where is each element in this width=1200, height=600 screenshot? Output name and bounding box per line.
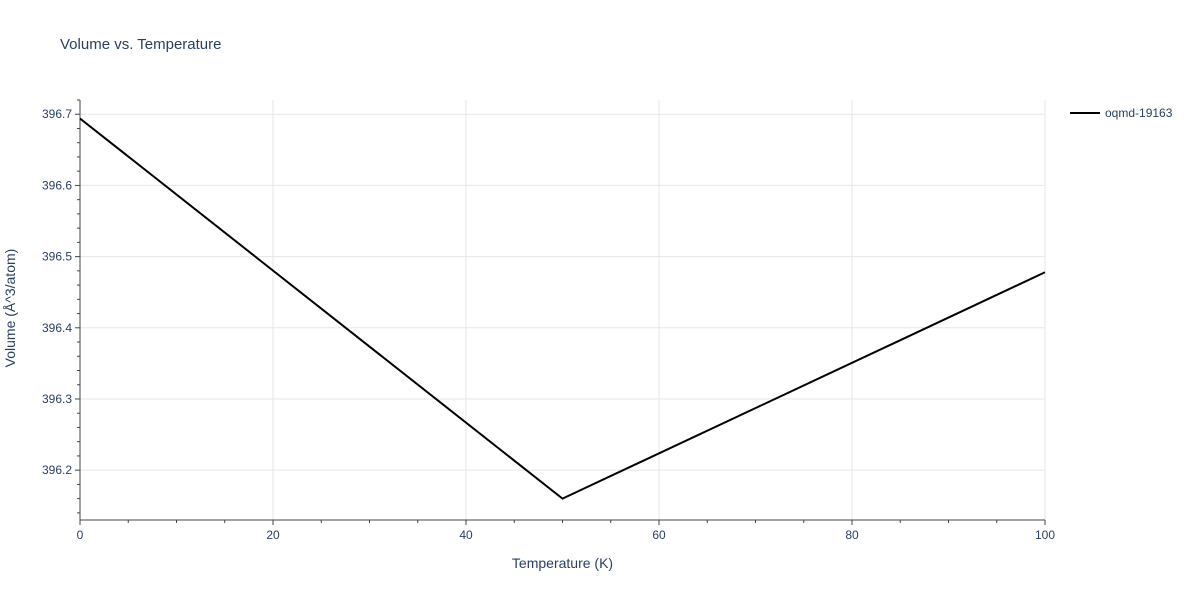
legend[interactable]: oqmd-19163 [1070,106,1172,120]
x-axis-title: Temperature (K) [512,555,613,571]
y-tick-label: 396.7 [42,107,72,121]
axis-labels: 0 20 40 60 80 100 396.2 396.3 396.4 396.5 396.6 396… [2,107,1055,571]
legend-label: oqmd-19163 [1105,106,1173,120]
chart-title: Volume vs. Temperature [60,36,222,53]
y-tick-label: 396.2 [42,463,72,477]
x-tick-label: 20 [266,528,280,542]
axes [75,99,1046,525]
y-tick-label: 396.3 [42,392,72,406]
x-tick-label: 100 [1035,528,1055,542]
y-tick-label: 396.6 [42,178,72,192]
series-line [79,117,1046,500]
y-tick-label: 396.5 [42,250,72,264]
x-tick-label: 80 [845,528,859,542]
x-tick-label: 0 [77,528,84,542]
legend-line-swatch [1070,112,1100,114]
y-tick-label: 396.4 [42,321,72,335]
x-tick-label: 40 [459,528,473,542]
grid-lines [80,100,1046,520]
x-tick-label: 60 [652,528,666,542]
series-layer [79,117,1046,500]
y-axis-title: Volume (Å^3/atom) [2,249,18,368]
